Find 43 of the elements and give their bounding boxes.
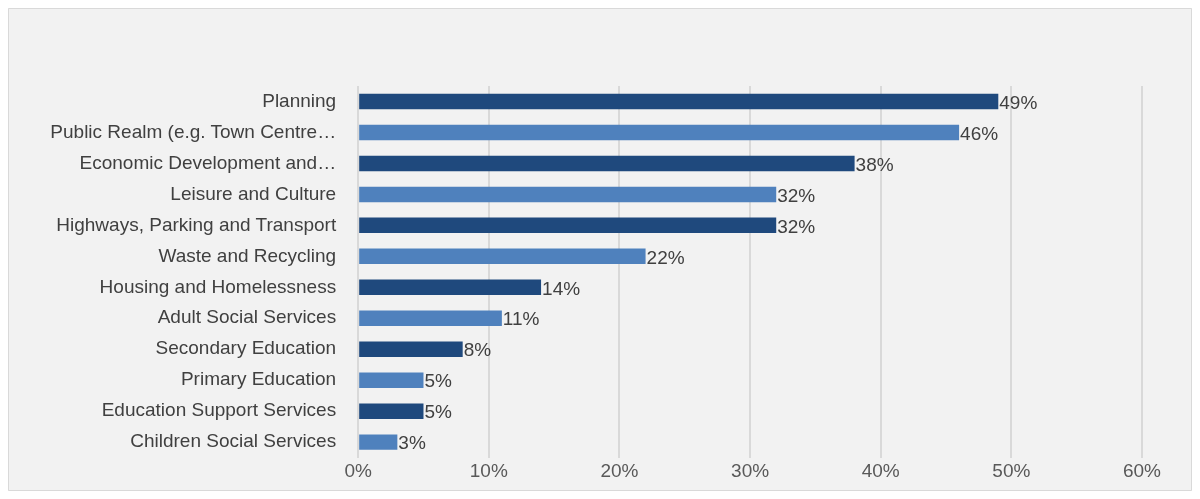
data-label: 11% [502, 308, 540, 330]
data-label: 8% [463, 339, 492, 361]
data-label: 46% [960, 122, 999, 144]
x-tick-label: 30% [731, 460, 770, 482]
data-label: 32% [777, 184, 816, 206]
bar [359, 279, 542, 296]
x-tick-label: 0% [344, 460, 372, 482]
bar [359, 155, 855, 172]
data-label: 22% [646, 246, 685, 268]
y-tick-label: Secondary Education [155, 337, 337, 359]
bar [359, 403, 424, 419]
y-tick-label: Adult Social Services [157, 306, 337, 328]
x-tick-label: 10% [469, 460, 508, 482]
y-tick-label: Waste and Recycling [158, 244, 337, 266]
data-label: 32% [777, 215, 816, 237]
y-tick-label: Economic Development and… [79, 151, 337, 173]
bar [359, 186, 777, 203]
bar [359, 372, 424, 388]
bar [359, 124, 960, 141]
bar [359, 93, 999, 110]
y-tick-label: Primary Education [180, 368, 337, 390]
bar [359, 341, 463, 357]
data-label: 5% [424, 370, 453, 392]
y-tick-label: Education Support Services [101, 399, 337, 421]
y-tick-label: Planning [262, 89, 337, 111]
bar [359, 434, 398, 450]
bar [359, 310, 502, 326]
data-label: 49% [999, 91, 1038, 113]
x-tick-label: 20% [600, 460, 639, 482]
data-label: 3% [398, 432, 426, 454]
x-tick-label: 50% [992, 460, 1031, 482]
data-label: 5% [424, 401, 453, 423]
y-tick-label: Housing and Homelessness [99, 275, 337, 297]
x-tick-label: 60% [1122, 460, 1162, 482]
bar [359, 217, 777, 234]
x-tick-label: 40% [861, 460, 900, 482]
y-tick-label: Children Social Services [130, 430, 337, 452]
data-label: 14% [542, 277, 581, 299]
y-tick-label: Public Realm (e.g. Town Centre… [50, 120, 337, 142]
y-tick-label: Leisure and Culture [170, 182, 337, 204]
y-tick-label: Highways, Parking and Transport [56, 213, 337, 235]
bar [359, 248, 646, 265]
data-label: 38% [855, 153, 894, 175]
